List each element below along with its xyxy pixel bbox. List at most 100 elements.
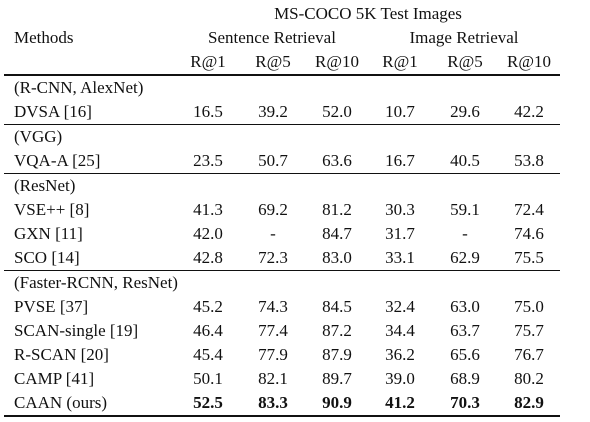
metric-header: R@10	[507, 52, 551, 71]
value-cell: 41.3	[193, 200, 223, 219]
value-cell: 52.0	[322, 102, 352, 121]
results-table: MS-COCO 5K Test Images Methods Sentence …	[4, 2, 560, 417]
value-cell: 30.3	[385, 200, 415, 219]
value-cell: 65.6	[450, 345, 480, 364]
method-name: GXN [11]	[14, 224, 83, 243]
value-cell: 34.4	[385, 321, 415, 340]
value-cell: 77.9	[258, 345, 288, 364]
value-cell: 87.9	[322, 345, 352, 364]
method-name: PVSE [37]	[14, 297, 89, 316]
table-row: CAMP [41] 50.1 82.1 89.7 39.0 68.9 80.2	[4, 367, 560, 391]
table-row: VQA-A [25] 23.5 50.7 63.6 16.7 40.5 53.8	[4, 149, 560, 174]
value-cell: 83.0	[322, 248, 352, 267]
table-row: DVSA [16] 16.5 39.2 52.0 10.7 29.6 42.2	[4, 100, 560, 125]
value-cell: -	[462, 224, 468, 243]
value-cell: 31.7	[385, 224, 415, 243]
value-cell: 81.2	[322, 200, 352, 219]
value-cell: 23.5	[193, 151, 223, 170]
value-cell: 87.2	[322, 321, 352, 340]
value-cell: 70.3	[432, 391, 498, 417]
value-cell: 45.2	[193, 297, 223, 316]
value-cell: 32.4	[385, 297, 415, 316]
value-cell: 82.9	[498, 391, 560, 417]
dataset-header: MS-COCO 5K Test Images	[274, 4, 462, 23]
table-row: GXN [11] 42.0 - 84.7 31.7 - 74.6	[4, 222, 560, 246]
value-cell: 33.1	[385, 248, 415, 267]
table-row: SCO [14] 42.8 72.3 83.0 33.1 62.9 75.5	[4, 246, 560, 271]
method-name: R-SCAN [20]	[14, 345, 109, 364]
header-blank	[4, 2, 176, 26]
value-cell: 80.2	[514, 369, 544, 388]
value-cell: 84.7	[322, 224, 352, 243]
method-name: VSE++ [8]	[14, 200, 90, 219]
value-cell: 10.7	[385, 102, 415, 121]
value-cell: 42.2	[514, 102, 544, 121]
value-cell: 50.7	[258, 151, 288, 170]
method-name: SCAN-single [19]	[14, 321, 139, 340]
table-row: R-SCAN [20] 45.4 77.9 87.9 36.2 65.6 76.7	[4, 343, 560, 367]
value-cell: 72.3	[258, 248, 288, 267]
method-name: CAMP [41]	[14, 369, 95, 388]
value-cell: 40.5	[450, 151, 480, 170]
group-label: (Faster-RCNN, ResNet)	[4, 270, 560, 295]
table-row: SCAN-single [19] 46.4 77.4 87.2 34.4 63.7 75.7	[4, 319, 560, 343]
metric-header: R@1	[190, 52, 226, 71]
metric-header: R@1	[382, 52, 418, 71]
value-cell: 52.5	[176, 391, 240, 417]
group-label: (ResNet)	[4, 173, 560, 198]
value-cell: 63.6	[322, 151, 352, 170]
table-row: VSE++ [8] 41.3 69.2 81.2 30.3 59.1 72.4	[4, 198, 560, 222]
method-name: SCO [14]	[14, 248, 80, 267]
value-cell: 59.1	[450, 200, 480, 219]
metric-header-row: R@1 R@5 R@10 R@1 R@5 R@10	[4, 50, 560, 75]
image-retrieval-header: Image Retrieval	[409, 28, 519, 47]
value-cell: 77.4	[258, 321, 288, 340]
value-cell: 16.7	[385, 151, 415, 170]
value-cell: 74.6	[514, 224, 544, 243]
value-cell: 63.7	[450, 321, 480, 340]
group-row: (ResNet)	[4, 173, 560, 198]
value-cell: 16.5	[193, 102, 223, 121]
value-cell: 75.7	[514, 321, 544, 340]
group-row: (R-CNN, AlexNet)	[4, 74, 560, 100]
method-name: DVSA [16]	[14, 102, 92, 121]
value-cell: -	[270, 224, 276, 243]
group-row: (VGG)	[4, 124, 560, 149]
metric-header: R@10	[315, 52, 359, 71]
value-cell: 42.0	[193, 224, 223, 243]
value-cell: 72.4	[514, 200, 544, 219]
value-cell: 62.9	[450, 248, 480, 267]
group-row: (Faster-RCNN, ResNet)	[4, 270, 560, 295]
metric-blank	[4, 50, 176, 75]
metric-header: R@5	[447, 52, 483, 71]
table-row: PVSE [37] 45.2 74.3 84.5 32.4 63.0 75.0	[4, 295, 560, 319]
value-cell: 75.5	[514, 248, 544, 267]
value-cell: 68.9	[450, 369, 480, 388]
methods-header: Methods	[14, 28, 74, 47]
header-row-2: Methods Sentence Retrieval Image Retriev…	[4, 26, 560, 50]
value-cell: 76.7	[514, 345, 544, 364]
value-cell: 36.2	[385, 345, 415, 364]
value-cell: 83.3	[240, 391, 306, 417]
value-cell: 39.2	[258, 102, 288, 121]
group-label: (R-CNN, AlexNet)	[4, 74, 560, 100]
value-cell: 42.8	[193, 248, 223, 267]
value-cell: 53.8	[514, 151, 544, 170]
value-cell: 90.9	[306, 391, 368, 417]
value-cell: 39.0	[385, 369, 415, 388]
value-cell: 69.2	[258, 200, 288, 219]
value-cell: 41.2	[368, 391, 432, 417]
table-body: (R-CNN, AlexNet) DVSA [16] 16.5 39.2 52.0 10.…	[4, 74, 560, 417]
table-row: CAAN (ours) 52.5 83.3 90.9 41.2 70.3 82.9	[4, 391, 560, 417]
group-label: (VGG)	[4, 124, 560, 149]
value-cell: 84.5	[322, 297, 352, 316]
value-cell: 50.1	[193, 369, 223, 388]
value-cell: 29.6	[450, 102, 480, 121]
value-cell: 89.7	[322, 369, 352, 388]
metric-header: R@5	[255, 52, 291, 71]
value-cell: 46.4	[193, 321, 223, 340]
value-cell: 82.1	[258, 369, 288, 388]
sentence-retrieval-header: Sentence Retrieval	[208, 28, 336, 47]
method-name: CAAN (ours)	[4, 391, 176, 417]
